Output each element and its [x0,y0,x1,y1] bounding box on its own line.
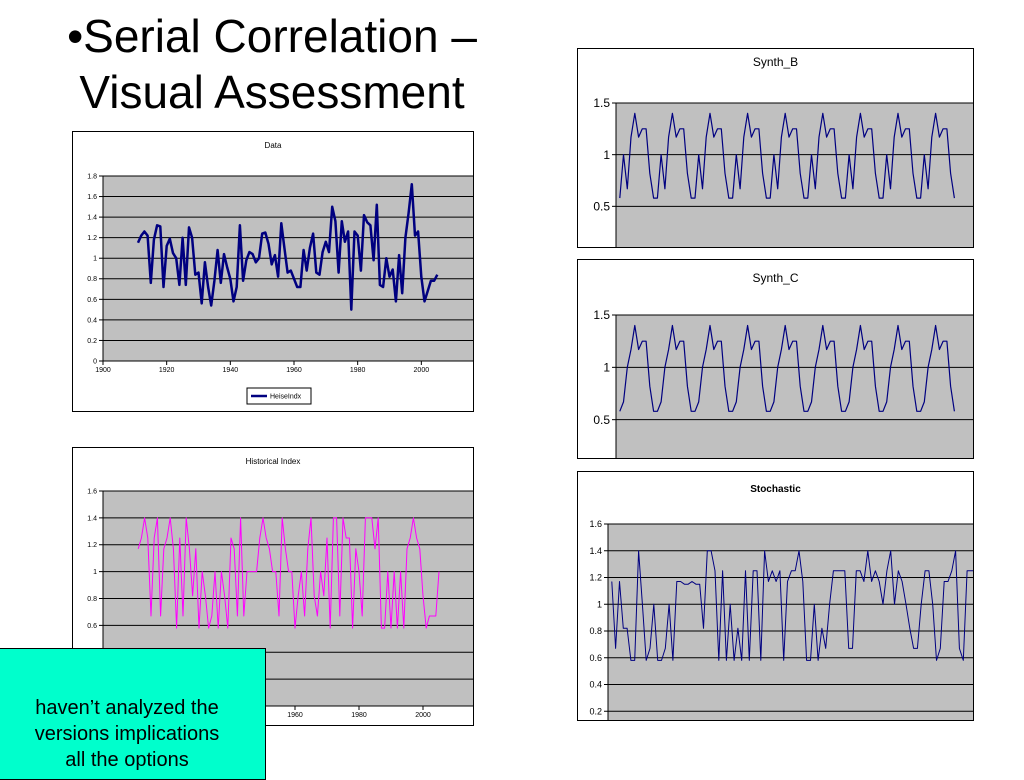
legend [246,387,312,405]
chart-historical-index-svg: Historical Index00.20.40.60.811.21.41.61… [87,457,473,719]
y-tick-label: 0.8 [87,276,97,283]
x-tick-label: 2000 [414,367,430,374]
y-tick-label: 1.2 [87,235,97,242]
plot-area [607,523,973,720]
chart-synth-b: Synth_B00.511.5020406080100 [577,48,974,248]
y-tick-label: 0.2 [87,338,97,345]
legend-label: HeiseIndx [270,394,302,401]
x-tick-label: 1960 [287,712,303,719]
y-tick-label: 0.4 [589,680,602,690]
y-tick-label: 1.4 [87,515,97,522]
chart-synth-c: Synth_C00.511.5020406080100 [577,259,974,459]
chart-stochastic-svg: Stochastic00.20.40.60.811.21.41.60204060… [589,484,973,720]
y-tick-label: 1.6 [87,194,97,201]
y-tick-label: 0.6 [87,623,97,630]
y-tick-label: 1.8 [87,173,97,180]
x-tick-label: 1980 [351,712,367,719]
slide-title: •Serial Correlation – Visual Assessment [67,10,477,118]
y-tick-label: 0.8 [589,626,602,636]
series-line [137,517,440,629]
series-line [611,550,973,661]
y-tick-label: 0.2 [589,706,602,716]
x-tick-label: 1940 [223,367,239,374]
y-tick-label: 1 [93,569,97,576]
y-tick-label: 0.4 [87,317,97,324]
x-tick-label: 1960 [286,367,302,374]
chart-title: Historical Index [246,457,301,466]
chart-data-svg: Data 0 0.2 0.4 0.6 0.8 1 1.2 1.4 1.6 1.8 1900 1920 19… [87,141,473,405]
series-line [619,112,955,199]
plot-area [615,314,973,458]
y-tick-label: 0.5 [593,200,610,214]
chart-synth-b-svg: Synth_B00.511.5020406080100 [593,55,973,247]
y-tick-label: 1.2 [87,542,97,549]
note-callout: haven’t analyzed the versions implicatio… [0,648,266,780]
chart-synth-c-svg: Synth_C00.511.5020406080100 [593,271,973,458]
chart-title: Synth_C [752,271,798,285]
y-tick-label: 1.4 [589,546,602,556]
y-tick-label: 1.4 [87,215,97,222]
y-tick-label: 0.5 [593,413,610,427]
plot-area [615,102,973,247]
y-tick-label: 0.8 [87,596,97,603]
y-tick-label: 0.6 [589,653,602,663]
chart-title: Synth_B [753,55,798,69]
y-tick-label: 1 [603,361,610,375]
chart-title: Data [265,141,282,150]
y-tick-label: 0.6 [87,297,97,304]
chart-title: Stochastic [750,484,801,495]
y-tick-label: 1.6 [589,519,602,529]
x-tick-label: 1920 [159,367,175,374]
note-text: haven’t analyzed the versions implicatio… [34,697,220,771]
x-tick-label: 1900 [95,367,111,374]
y-tick-label: 1 [93,256,97,263]
y-tick-label: 0 [93,358,97,365]
y-tick-label: 1.2 [589,573,602,583]
series-line [136,182,439,311]
x-tick-label: 2000 [415,712,431,719]
y-tick-label: 1.6 [87,488,97,495]
chart-data: Data 0 0.2 0.4 0.6 0.8 1 1.2 1.4 1.6 1.8 1900 1920 19… [72,131,474,412]
y-tick-label: 1 [603,148,610,162]
y-tick-label: 1.5 [593,96,610,110]
x-tick-label: 1980 [350,367,366,374]
chart-stochastic: Stochastic00.20.40.60.811.21.41.60204060… [577,471,974,721]
y-tick-label: 1 [597,599,602,609]
y-tick-label: 1.5 [593,308,610,322]
series-line [619,324,955,412]
